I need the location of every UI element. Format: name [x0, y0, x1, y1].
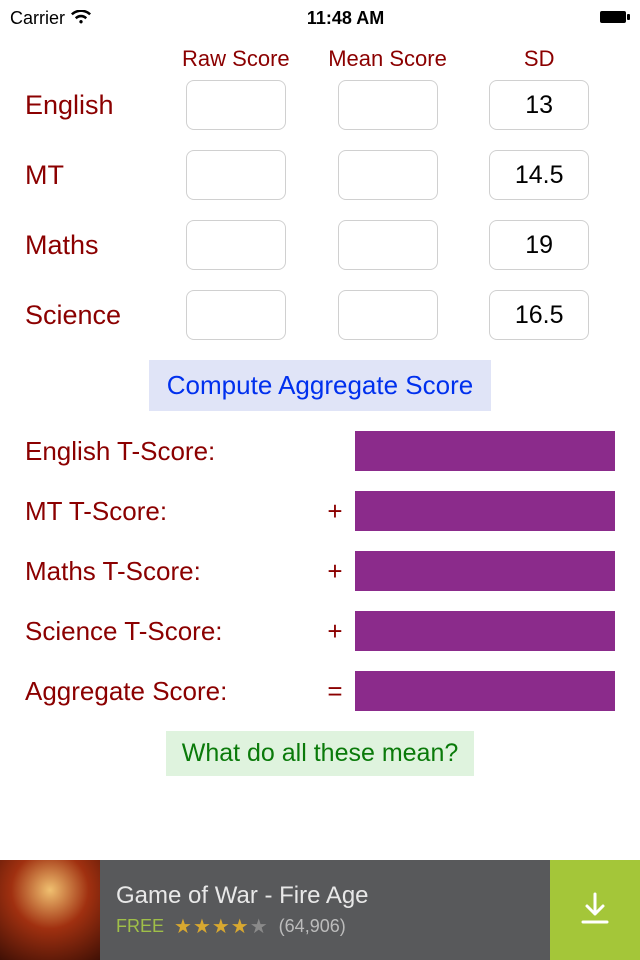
header-mean: Mean Score [312, 46, 464, 72]
label-english: English [25, 90, 160, 121]
ad-title: Game of War - Fire Age [116, 882, 550, 910]
row-english: English [25, 80, 615, 130]
result-english-label: English T-Score: [25, 436, 315, 467]
help-button[interactable]: What do all these mean? [166, 731, 475, 776]
status-bar: Carrier 11:48 AM [0, 0, 640, 36]
input-maths-raw[interactable] [186, 220, 286, 270]
header-spacer [25, 46, 160, 72]
ad-count: (64,906) [279, 916, 346, 937]
result-maths-op: + [315, 556, 355, 587]
result-english-bar [355, 431, 615, 471]
ad-banner[interactable]: Game of War - Fire Age FREE ★★★★★ (64,90… [0, 860, 640, 960]
row-mt: MT [25, 150, 615, 200]
ad-free-label: FREE [116, 916, 164, 937]
result-mt: MT T-Score: + [25, 491, 615, 531]
status-left: Carrier [10, 8, 91, 29]
result-science-op: + [315, 616, 355, 647]
result-aggregate: Aggregate Score: = [25, 671, 615, 711]
input-english-sd[interactable] [489, 80, 589, 130]
carrier-label: Carrier [10, 8, 65, 29]
result-science: Science T-Score: + [25, 611, 615, 651]
wifi-icon [71, 8, 91, 29]
label-maths: Maths [25, 230, 160, 261]
column-headers: Raw Score Mean Score SD [25, 46, 615, 72]
ad-subtitle: FREE ★★★★★ (64,906) [116, 914, 550, 939]
result-maths: Maths T-Score: + [25, 551, 615, 591]
input-mt-raw[interactable] [186, 150, 286, 200]
result-aggregate-label: Aggregate Score: [25, 676, 315, 707]
result-mt-bar [355, 491, 615, 531]
status-time: 11:48 AM [307, 8, 384, 29]
label-science: Science [25, 300, 160, 331]
result-maths-label: Maths T-Score: [25, 556, 315, 587]
input-science-raw[interactable] [186, 290, 286, 340]
result-science-bar [355, 611, 615, 651]
result-aggregate-op: = [315, 676, 355, 707]
row-science: Science [25, 290, 615, 340]
input-mt-mean[interactable] [338, 150, 438, 200]
status-right [600, 8, 630, 29]
header-raw: Raw Score [160, 46, 312, 72]
compute-button[interactable]: Compute Aggregate Score [149, 360, 491, 411]
ad-body: Game of War - Fire Age FREE ★★★★★ (64,90… [100, 860, 550, 960]
main-content: Raw Score Mean Score SD English MT Maths… [0, 36, 640, 776]
result-mt-op: + [315, 496, 355, 527]
ad-stars-icon: ★★★★★ [174, 914, 269, 939]
label-mt: MT [25, 160, 160, 191]
row-maths: Maths [25, 220, 615, 270]
download-icon [575, 890, 615, 930]
result-aggregate-bar [355, 671, 615, 711]
input-maths-sd[interactable] [489, 220, 589, 270]
ad-thumbnail [0, 860, 100, 960]
result-english: English T-Score: [25, 431, 615, 471]
input-science-mean[interactable] [338, 290, 438, 340]
input-english-raw[interactable] [186, 80, 286, 130]
result-mt-label: MT T-Score: [25, 496, 315, 527]
compute-wrap: Compute Aggregate Score [25, 360, 615, 411]
input-mt-sd[interactable] [489, 150, 589, 200]
input-english-mean[interactable] [338, 80, 438, 130]
input-science-sd[interactable] [489, 290, 589, 340]
result-science-label: Science T-Score: [25, 616, 315, 647]
ad-download-button[interactable] [550, 860, 640, 960]
input-maths-mean[interactable] [338, 220, 438, 270]
result-maths-bar [355, 551, 615, 591]
header-sd: SD [463, 46, 615, 72]
help-wrap: What do all these mean? [25, 731, 615, 776]
battery-icon [600, 8, 630, 29]
